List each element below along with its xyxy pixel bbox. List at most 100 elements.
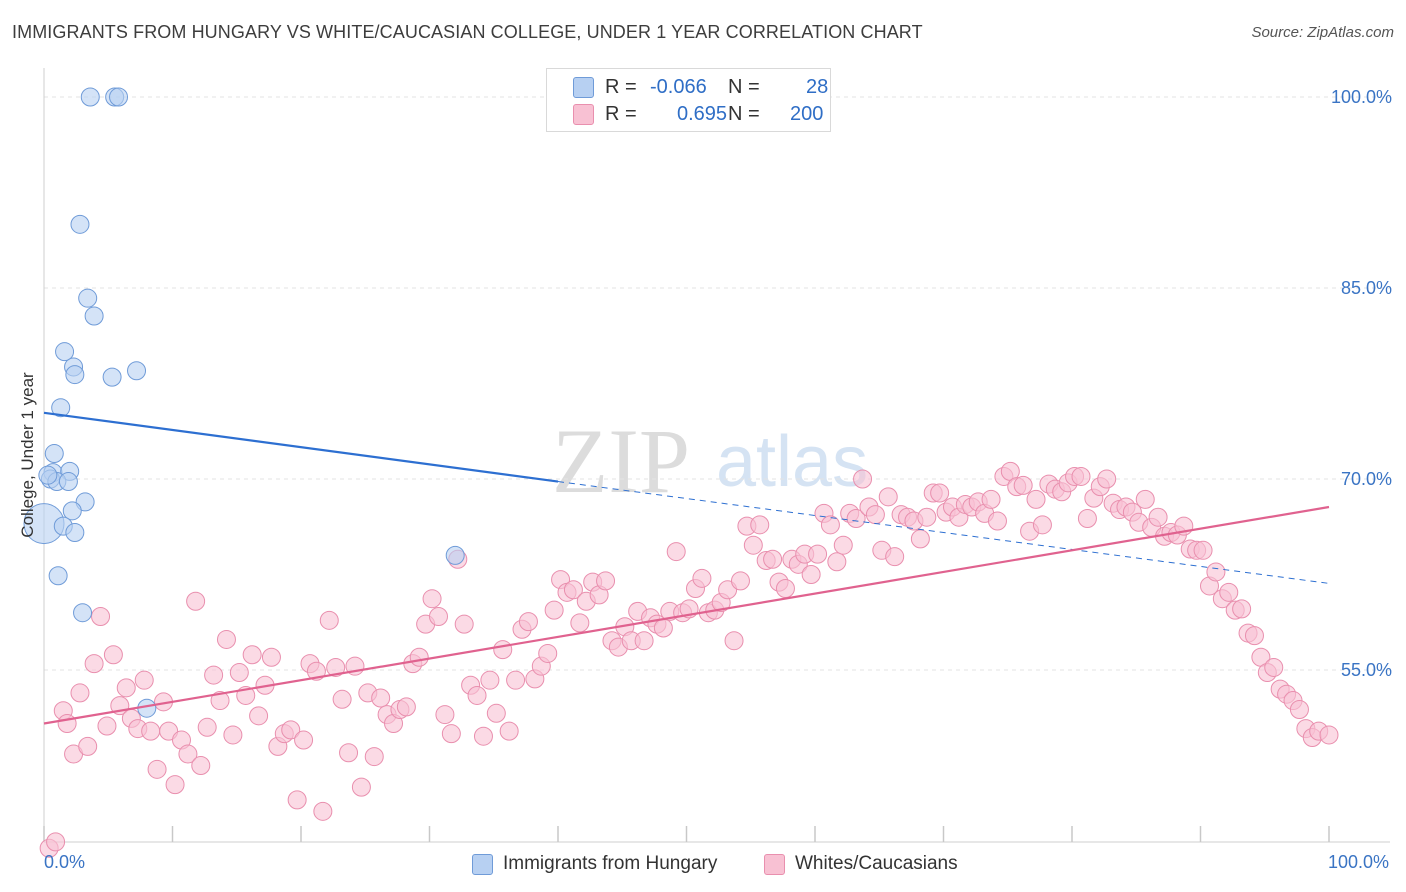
pink-point-79 [544,600,564,620]
pink-point-102 [692,568,712,588]
axes [43,68,1390,843]
pink-point-108 [730,571,750,591]
x-tick-right: 100.0% [1328,852,1390,872]
pink-point-87 [596,571,616,591]
pink-point-69 [480,670,500,690]
blue-series-points [23,87,465,718]
pink-point-155 [1032,515,1052,535]
r-value: -0.066 [650,76,707,98]
blue-point-24 [73,603,93,623]
blue-point-20 [62,501,82,521]
pink-point-191 [1264,657,1284,677]
pink-point-180 [1193,540,1213,560]
pink-point-32 [242,645,262,665]
pink-point-120 [808,544,828,564]
pink-point-154 [1026,489,1046,509]
pink-point-56 [396,697,416,717]
blue-point-10 [127,361,147,381]
pink-point-65 [454,614,474,634]
pink-point-6 [78,736,98,756]
pink-swatch [573,104,594,125]
pink-point-68 [473,726,493,746]
pink-point-51 [364,747,384,767]
pink-point-8 [91,607,111,627]
pink-point-47 [339,743,359,763]
pink-point-62 [435,705,455,725]
pink-point-45 [326,657,346,677]
pink-point-186 [1232,599,1252,619]
pink-swatch [764,854,785,875]
gridlines [44,96,1390,671]
pink-point-22 [178,744,198,764]
pink-point-16 [141,721,161,741]
pink-point-17 [147,759,167,779]
pink-point-52 [371,688,391,708]
y-tick-85: 85.0% [1340,278,1392,298]
legend-label: Immigrants from Hungary [503,853,718,874]
blue-point-8 [65,365,85,385]
legend-label: Whites/Caucasians [795,853,958,874]
pink-point-113 [763,549,783,569]
r-label: R = [605,103,637,125]
blue-point-9 [102,367,122,387]
pink-point-124 [833,535,853,555]
pink-point-29 [223,725,243,745]
pink-point-72 [499,721,519,741]
blue-point-3 [70,214,90,234]
pink-point-131 [878,487,898,507]
blue-swatch [573,77,594,98]
pink-point-61 [428,607,448,627]
pink-point-27 [210,691,230,711]
pink-point-93 [634,631,654,651]
hungary-trend-extension [557,481,1330,584]
pink-point-139 [930,483,950,503]
pink-point-30 [229,663,249,683]
y-tick-70: 70.0% [1340,469,1392,489]
pink-point-12 [116,678,136,698]
pink-point-110 [743,535,763,555]
chart-title: IMMIGRANTS FROM HUNGARY VS WHITE/CAUCASI… [12,22,923,42]
pink-point-161 [1071,466,1091,486]
pink-point-23 [186,591,206,611]
pink-point-1 [46,832,66,852]
pink-point-129 [865,505,885,525]
pink-point-75 [518,612,538,632]
pink-point-63 [441,724,461,744]
pink-point-40 [294,730,314,750]
pink-point-152 [1013,475,1033,495]
y-tick-100: 100.0% [1330,87,1392,107]
pink-point-162 [1077,508,1097,528]
blue-point-2 [109,87,129,107]
pink-point-60 [422,589,442,609]
blue-point-27 [38,465,58,485]
pink-point-67 [467,685,487,705]
blue-point-11 [51,398,71,418]
blue-point-22 [65,522,85,542]
pink-series-points [39,461,1339,858]
pink-point-98 [666,542,686,562]
pink-point-182 [1206,562,1226,582]
pink-point-44 [319,610,339,630]
source-label: Source: ZipAtlas.com [1251,24,1394,41]
pink-point-147 [981,489,1001,509]
pink-point-7 [84,654,104,674]
blue-point-6 [55,342,75,362]
pink-point-184 [1219,582,1239,602]
pink-point-28 [216,629,236,649]
x-tick-left: 0.0% [44,852,86,872]
pink-point-24 [191,756,211,775]
y-tick-55: 55.0% [1340,660,1392,680]
n-label: N = [728,76,760,98]
pink-point-43 [313,801,333,821]
pink-point-3 [57,713,77,733]
blue-point-23 [48,566,68,586]
watermark: ZIP atlas [552,410,868,512]
blue-swatch [472,854,493,875]
pink-point-173 [1148,507,1168,527]
pink-point-26 [204,665,224,685]
stats-legend: R = -0.066 N = 28 R = 0.695 N = 200 [546,68,831,132]
pink-point-165 [1097,469,1117,489]
watermark-atlas: atlas [716,422,868,502]
pink-point-10 [103,645,123,665]
